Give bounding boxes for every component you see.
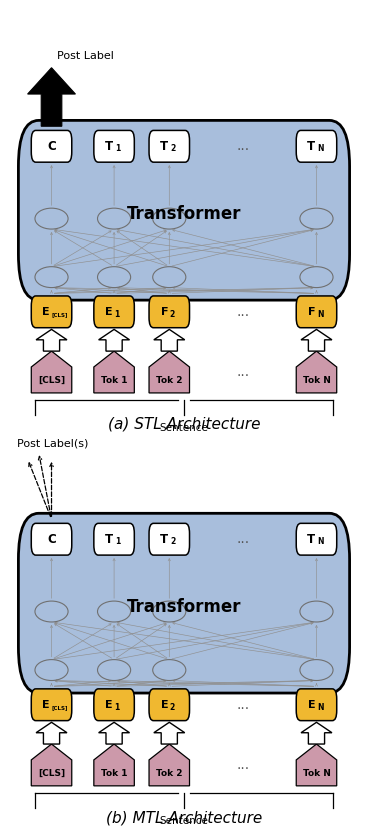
Text: ...: ... [236,533,250,546]
Polygon shape [149,351,190,393]
Text: ...: ... [236,305,250,319]
Polygon shape [31,351,72,393]
Text: ...: ... [236,758,250,772]
Text: Sentence: Sentence [160,816,208,826]
FancyBboxPatch shape [149,523,190,555]
FancyBboxPatch shape [94,523,134,555]
Polygon shape [154,722,185,744]
Text: C: C [47,140,56,153]
Text: 2: 2 [170,703,175,711]
Text: 1: 1 [114,310,120,319]
Polygon shape [99,329,130,351]
Polygon shape [36,722,67,744]
Text: Post Label: Post Label [57,51,114,61]
Text: Transformer: Transformer [127,598,241,616]
Text: E: E [308,700,315,710]
Text: Tok N: Tok N [302,376,330,385]
Text: 2: 2 [170,145,175,153]
Text: (b) MTL Architecture: (b) MTL Architecture [106,810,262,825]
FancyBboxPatch shape [31,523,72,555]
Text: 1: 1 [114,703,120,711]
Text: ...: ... [236,140,250,153]
Text: T: T [160,533,168,546]
Text: N: N [317,145,324,153]
FancyBboxPatch shape [296,296,337,328]
Text: E: E [42,700,50,710]
Text: C: C [47,533,56,546]
FancyBboxPatch shape [296,689,337,721]
Polygon shape [301,722,332,744]
FancyBboxPatch shape [94,130,134,162]
Text: Tok 2: Tok 2 [156,376,183,385]
Text: [CLS]: [CLS] [52,312,68,317]
FancyBboxPatch shape [296,523,337,555]
Text: 1: 1 [115,538,120,546]
FancyBboxPatch shape [149,130,190,162]
Polygon shape [296,744,337,786]
FancyBboxPatch shape [31,689,72,721]
Text: 1: 1 [115,145,120,153]
Text: ...: ... [236,698,250,711]
Polygon shape [154,329,185,351]
Text: Sentence: Sentence [160,423,208,433]
Text: ...: ... [236,365,250,379]
FancyBboxPatch shape [296,130,337,162]
Text: N: N [317,538,324,546]
Text: Tok 1: Tok 1 [101,769,127,777]
Polygon shape [28,68,75,126]
Text: E: E [105,700,113,710]
Text: Tok 2: Tok 2 [156,769,183,777]
Text: [CLS]: [CLS] [38,376,65,385]
Polygon shape [296,351,337,393]
Text: [CLS]: [CLS] [52,705,68,710]
FancyBboxPatch shape [149,689,190,721]
Text: T: T [307,140,315,153]
Text: T: T [160,140,168,153]
Text: F: F [308,307,315,317]
Text: T: T [105,533,113,546]
Text: E: E [160,700,168,710]
Text: (a) STL Architecture: (a) STL Architecture [108,416,260,431]
Text: F: F [161,307,168,317]
FancyBboxPatch shape [18,513,350,693]
Polygon shape [94,744,134,786]
Text: Transformer: Transformer [127,205,241,223]
Text: Tok N: Tok N [302,769,330,777]
Text: Tok 1: Tok 1 [101,376,127,385]
Text: T: T [105,140,113,153]
Text: Post Label(s): Post Label(s) [17,439,88,449]
FancyBboxPatch shape [31,296,72,328]
FancyBboxPatch shape [31,130,72,162]
Text: E: E [42,307,50,317]
Text: 2: 2 [170,538,175,546]
Text: N: N [317,703,323,711]
Polygon shape [94,351,134,393]
Text: 2: 2 [170,310,175,319]
FancyBboxPatch shape [149,296,190,328]
Text: T: T [307,533,315,546]
FancyBboxPatch shape [94,296,134,328]
Polygon shape [149,744,190,786]
Polygon shape [31,744,72,786]
Polygon shape [301,329,332,351]
Text: [CLS]: [CLS] [38,769,65,777]
Polygon shape [99,722,130,744]
FancyBboxPatch shape [18,120,350,300]
Polygon shape [36,329,67,351]
Text: E: E [105,307,113,317]
Text: N: N [317,310,323,319]
FancyBboxPatch shape [94,689,134,721]
